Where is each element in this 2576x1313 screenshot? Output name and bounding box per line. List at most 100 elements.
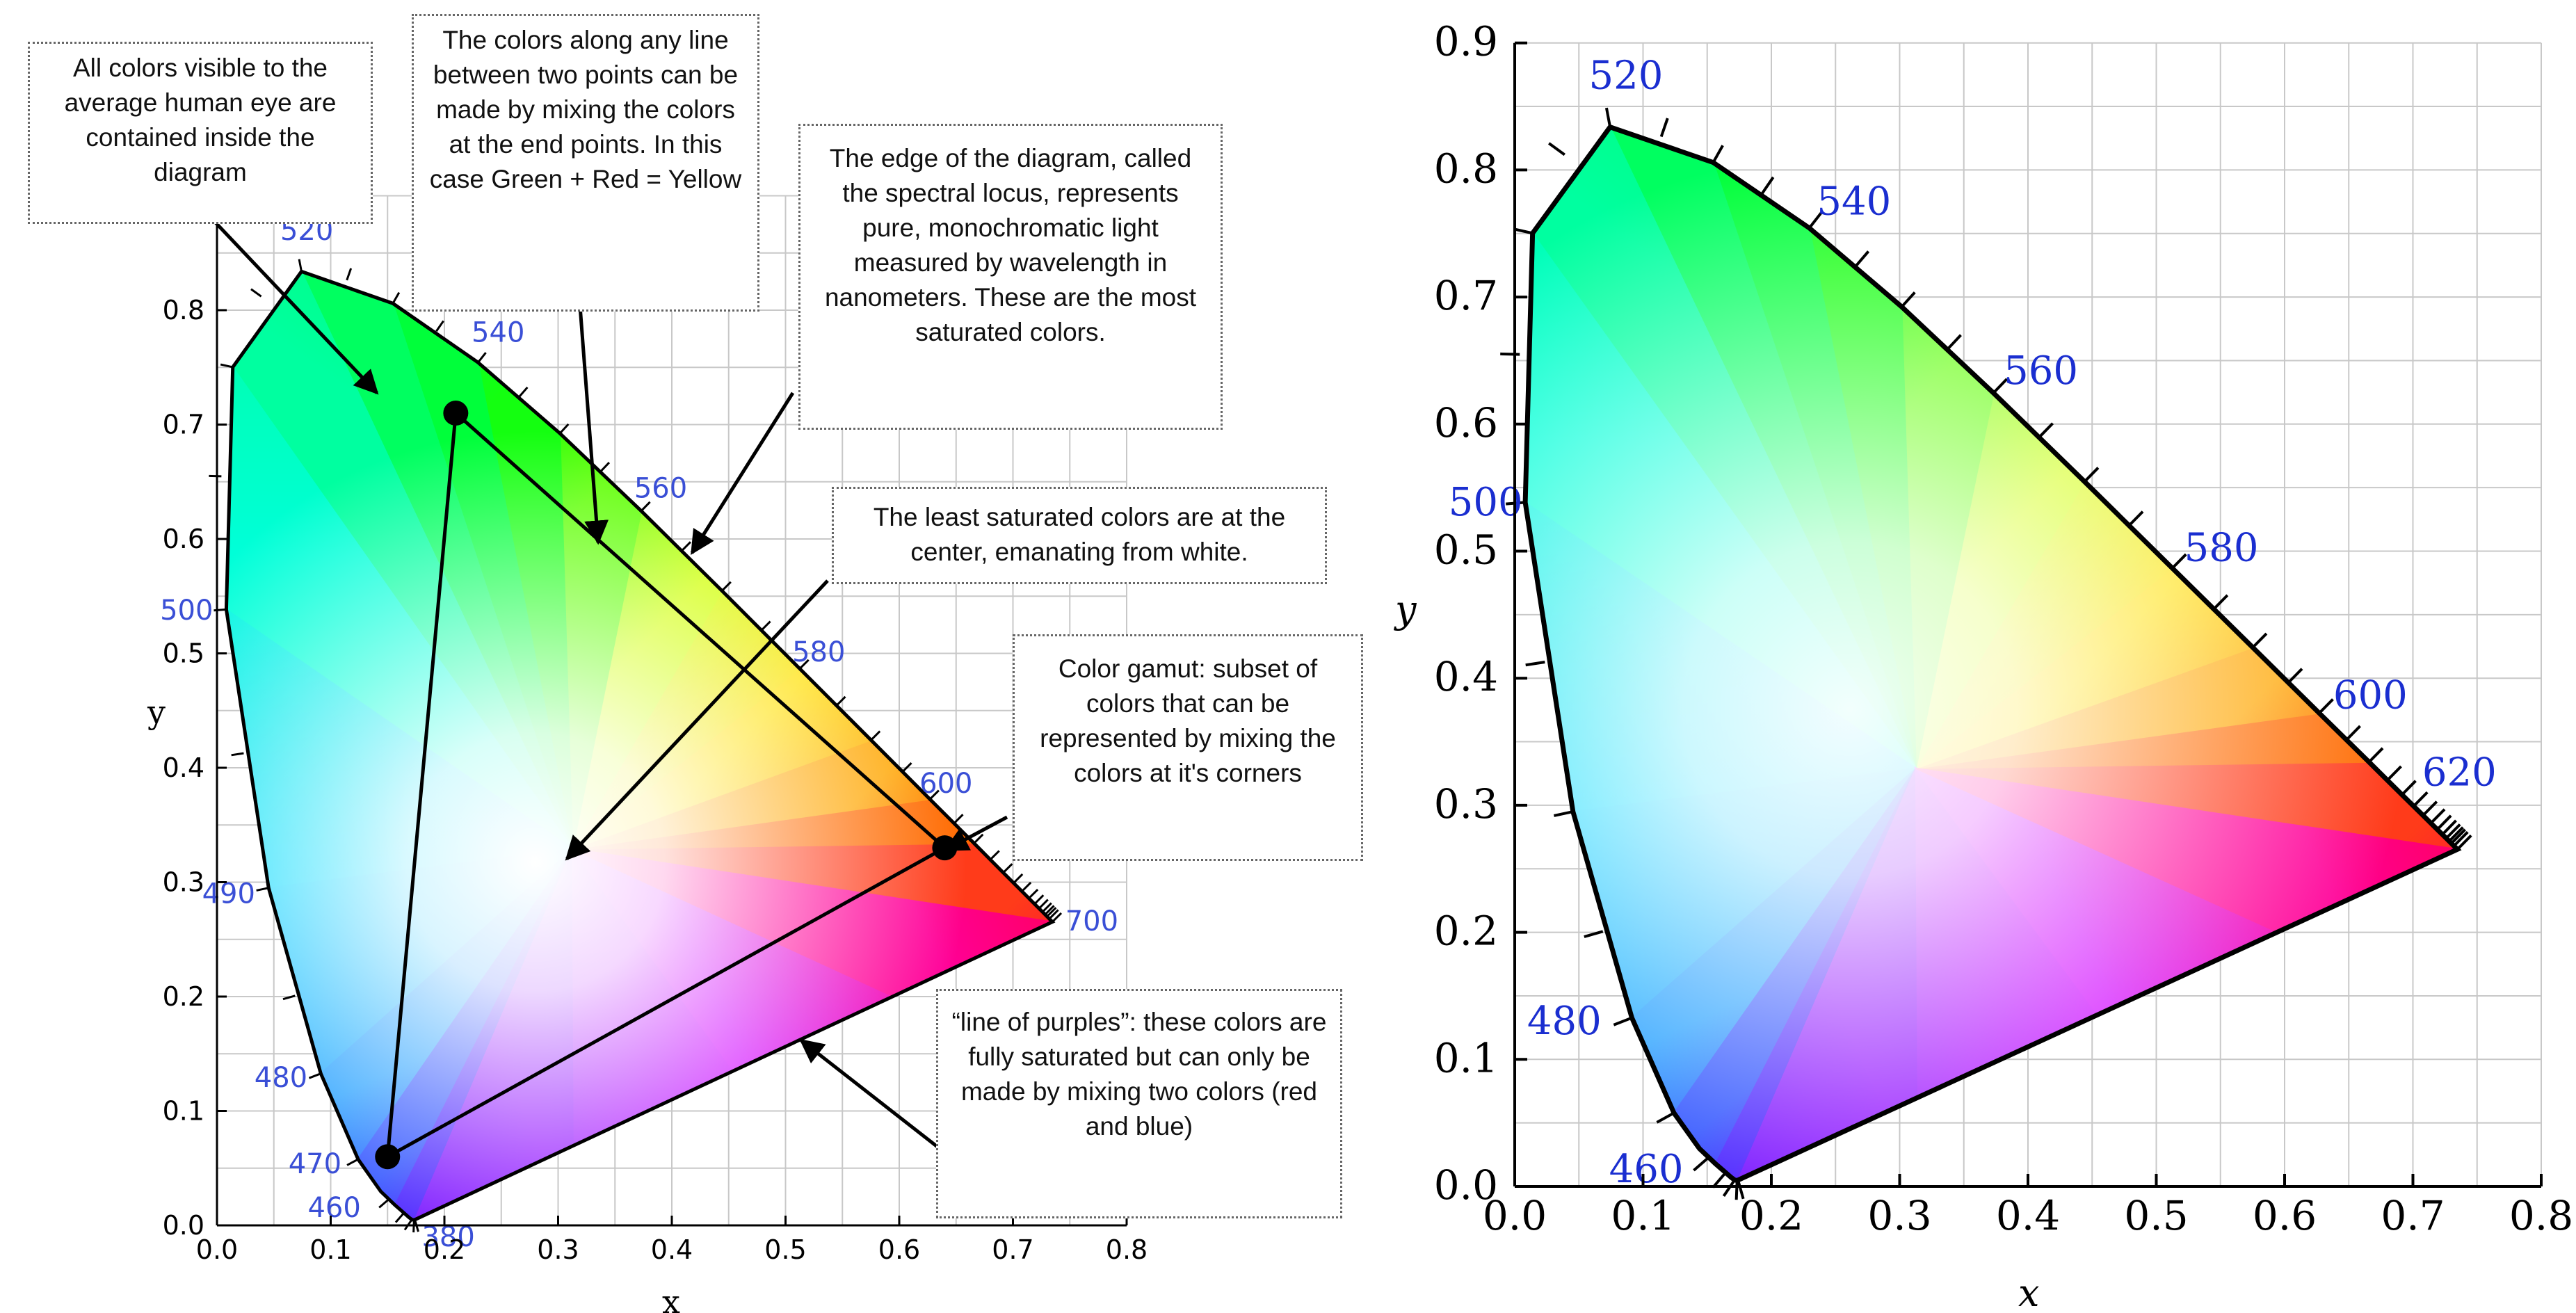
- x-tick-label: 0.4: [651, 1234, 693, 1265]
- wavelength-tick: [477, 352, 487, 364]
- x-tick-label: 0.5: [2124, 1192, 2188, 1239]
- wavelength-label-470: 470: [289, 1148, 341, 1180]
- callout-mixing-line: The colors along any line between two po…: [412, 14, 759, 312]
- wavelength-tick: [798, 659, 810, 670]
- wavelength-tick: [1900, 291, 1916, 308]
- wavelength-tick: [2038, 422, 2054, 439]
- arrow-spectral-locus: [690, 392, 795, 555]
- callout-line-of-purples: “line of purples”: these colors are full…: [936, 989, 1342, 1218]
- wavelength-tick: [2448, 826, 2464, 843]
- wavelength-tick: [1052, 912, 1063, 923]
- wavelength-tick: [1659, 118, 1669, 138]
- wavelength-tick: [2212, 594, 2229, 611]
- y-tick-label: 0.0: [1434, 1161, 1498, 1209]
- right-x-axis-title: x: [2018, 1271, 2039, 1313]
- left-axes: 0.0 0.1 0.2 0.3 0.4 0.5 0.6 0.7 0.8 0.0 0.1 0.2 0.3 0…: [163, 195, 1148, 1265]
- wavelength-tick: [973, 833, 984, 844]
- callout-visible-colors: All colors visible to the average human …: [28, 42, 373, 224]
- wavelength-tick: [2429, 808, 2446, 825]
- wavelength-tick: [835, 695, 846, 707]
- callout-least-saturated: The least saturated colors are at the ce…: [832, 487, 1327, 584]
- y-tick-label: 0.4: [1434, 653, 1498, 700]
- y-tick-label: 0.1: [1434, 1034, 1498, 1081]
- callout-spectral-locus-text: The edge of the diagram, called the spec…: [824, 144, 1197, 346]
- wavelength-tick: [2171, 553, 2187, 570]
- wavelength-tick: [392, 291, 401, 305]
- wavelength-label-480: 480: [1527, 999, 1602, 1044]
- x-tick-label: 0.8: [2509, 1192, 2573, 1239]
- left-spectral-locus: [224, 269, 1056, 1222]
- y-tick-label: 0.3: [163, 867, 204, 898]
- x-tick-label: 0.0: [1483, 1192, 1547, 1239]
- y-tick-label: 0.8: [163, 295, 204, 325]
- wavelength-tick: [2287, 668, 2303, 684]
- wavelength-tick: [256, 887, 269, 892]
- wavelength-tick: [346, 268, 353, 281]
- wavelength-label-580: 580: [792, 636, 845, 668]
- wavelength-tick: [1021, 881, 1032, 892]
- x-tick-label: 0.4: [1996, 1192, 2060, 1239]
- wavelength-tick: [2436, 814, 2452, 831]
- wavelength-tick: [1712, 145, 1724, 163]
- wavelength-tick: [1656, 1111, 1675, 1124]
- wavelength-tick: [681, 541, 691, 552]
- wavelength-tick: [2251, 632, 2268, 649]
- wavelength-tick: [1722, 1179, 1736, 1197]
- x-tick-label: 0.6: [2253, 1192, 2317, 1239]
- x-tick-label: 0.8: [1106, 1234, 1148, 1265]
- wavelength-tick: [1046, 907, 1057, 917]
- wavelength-label-500: 500: [1449, 480, 1523, 525]
- arrow-least-saturated: [565, 579, 829, 861]
- gamut-corner-marker: [932, 835, 958, 861]
- wavelength-tick: [1513, 227, 1533, 235]
- wavelength-label-700: 700: [1065, 905, 1118, 937]
- y-tick-label: 0.3: [1434, 780, 1498, 828]
- wavelength-label-520: 520: [1589, 53, 1664, 98]
- wavelength-tick: [346, 1158, 359, 1166]
- x-tick-label: 0.1: [309, 1234, 351, 1265]
- wavelength-tick: [870, 730, 881, 741]
- wavelength-tick: [1038, 899, 1049, 910]
- gamut-corner-marker: [375, 1144, 401, 1170]
- wavelength-tick: [1737, 1179, 1745, 1200]
- wavelength-tick: [250, 288, 262, 298]
- callout-gamut-text: Color gamut: subset of colors that can b…: [1040, 654, 1336, 787]
- wavelength-tick: [1712, 1171, 1727, 1189]
- wavelength-tick: [2453, 831, 2469, 847]
- wavelength-label-560: 560: [634, 473, 687, 505]
- callout-least-saturated-text: The least saturated colors are at the ce…: [873, 503, 1286, 566]
- y-tick-label: 0.5: [163, 638, 204, 669]
- arrow-visible-colors: [213, 220, 379, 395]
- wavelength-tick: [2456, 834, 2472, 851]
- x-tick-label: 0.7: [2381, 1192, 2445, 1239]
- wavelength-tick: [1946, 334, 1962, 351]
- wavelength-tick: [1041, 902, 1052, 913]
- wavelength-tick: [2422, 800, 2438, 816]
- wavelength-tick: [220, 363, 234, 369]
- wavelength-label-540: 540: [1817, 179, 1891, 224]
- wavelength-tick: [214, 608, 227, 612]
- wavelength-label-460: 460: [1609, 1147, 1684, 1192]
- x-tick-label: 0.7: [992, 1234, 1033, 1265]
- wavelength-label-580: 580: [2184, 525, 2259, 570]
- callout-arrows: [213, 220, 1008, 1156]
- wavelength-label-560: 560: [2004, 348, 2078, 394]
- wavelength-tick: [394, 1212, 405, 1223]
- wavelength-tick: [989, 850, 1000, 861]
- y-tick-label: 0.4: [163, 752, 204, 783]
- y-tick-label: 0.6: [1434, 399, 1498, 446]
- wavelength-tick: [1028, 888, 1039, 899]
- arrow-line-of-purples: [799, 1038, 949, 1156]
- y-tick-label: 0.2: [163, 981, 204, 1012]
- wavelength-tick: [231, 752, 244, 757]
- wavelength-tick: [1613, 1016, 1633, 1026]
- left-x-axis-title: x: [662, 1283, 680, 1313]
- wavelength-tick: [559, 423, 570, 435]
- wavelength-tick: [1525, 661, 1545, 667]
- wavelength-tick: [1808, 211, 1823, 229]
- wavelength-tick: [2441, 819, 2457, 836]
- wavelength-tick: [298, 259, 303, 272]
- wavelength-tick: [640, 501, 651, 512]
- right-axes: 0.0 0.1 0.2 0.3 0.4 0.5 0.6 0.7 0.8 0.0 0.1 0.2 0.3 0…: [1434, 18, 2573, 1239]
